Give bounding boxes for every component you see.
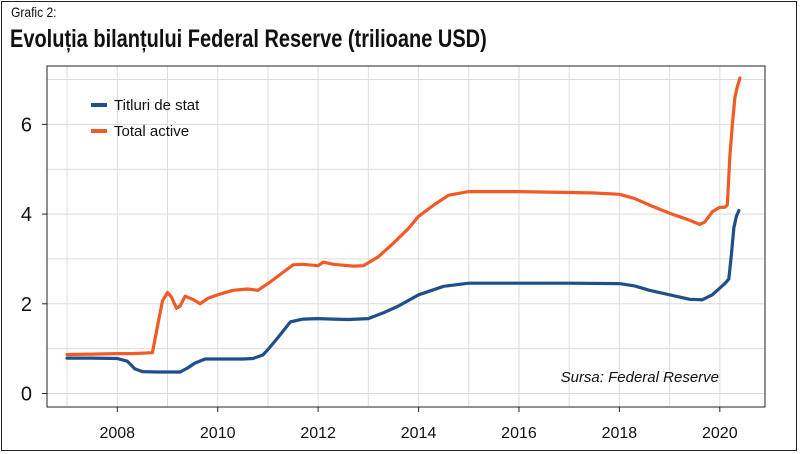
series-line-titluri-de-stat [65,208,741,374]
legend-label: Total active [114,123,189,140]
plot-area [46,65,766,408]
x-tick-label: 2016 [501,425,537,442]
legend: Titluri de stat Total active [91,97,200,140]
grid [47,66,765,407]
series-lines [65,76,742,374]
y-tick-label: 0 [21,384,32,406]
x-tick-label: 2010 [200,425,236,442]
y-tick-label: 4 [21,204,32,226]
x-tick-label: 2018 [602,425,638,442]
figure-label: Grafic 2: [11,4,57,20]
x-tick-label: 2020 [702,425,738,442]
source-note: Sursa: Federal Reserve [561,369,719,386]
x-tick-label: 2008 [99,425,135,442]
axis-ticks: 0 2 4 6 2008 2010 2012 2014 2016 2018 2020 [21,114,738,442]
series-line-total-active [65,76,742,357]
x-tick-label: 2012 [300,425,336,442]
legend-label: Titluri de stat [114,97,200,114]
y-tick-label: 2 [21,294,32,316]
chart-title: Evoluția bilanțului Federal Reserve (tri… [10,25,487,53]
x-tick-label: 2014 [401,425,437,442]
y-tick-label: 6 [21,114,32,136]
